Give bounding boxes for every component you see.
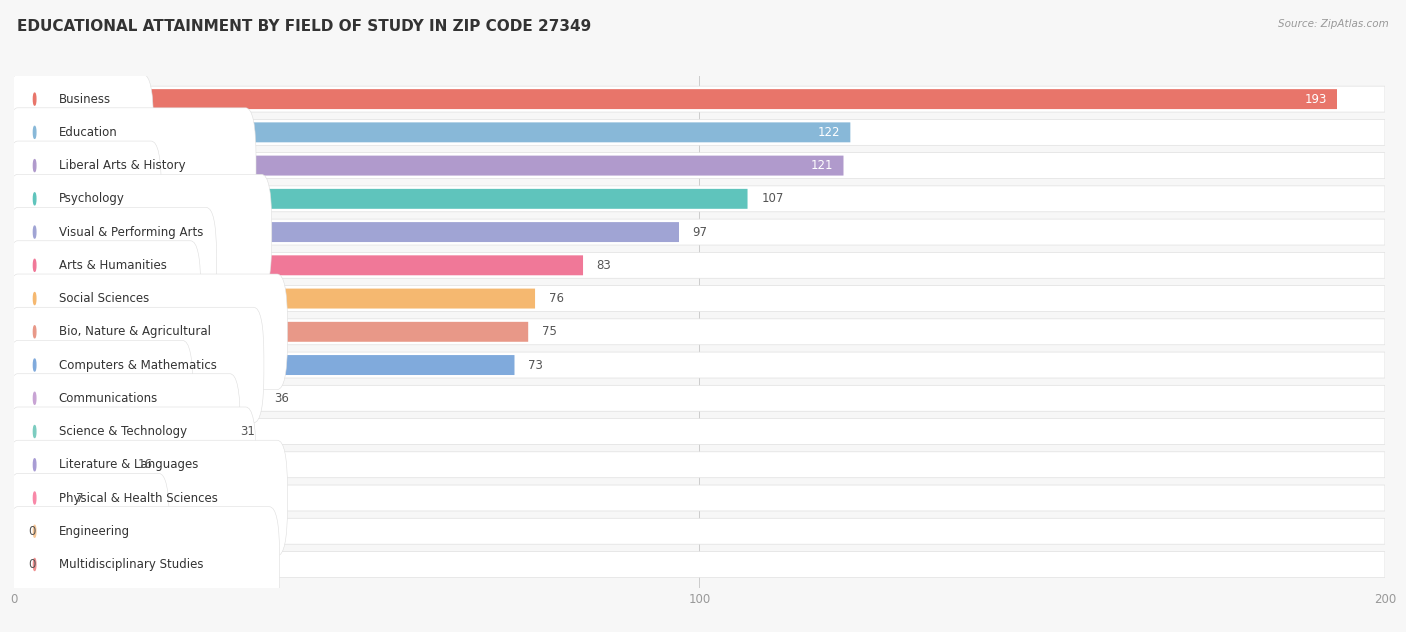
FancyBboxPatch shape (14, 152, 1385, 179)
Circle shape (34, 126, 37, 138)
FancyBboxPatch shape (7, 307, 264, 423)
Text: Visual & Performing Arts: Visual & Performing Arts (59, 226, 202, 238)
FancyBboxPatch shape (7, 441, 288, 556)
Text: 16: 16 (138, 458, 152, 471)
FancyBboxPatch shape (14, 322, 529, 342)
Text: EDUCATIONAL ATTAINMENT BY FIELD OF STUDY IN ZIP CODE 27349: EDUCATIONAL ATTAINMENT BY FIELD OF STUDY… (17, 19, 591, 34)
Circle shape (34, 525, 37, 537)
FancyBboxPatch shape (7, 207, 217, 323)
Circle shape (34, 293, 37, 305)
FancyBboxPatch shape (14, 518, 1385, 544)
FancyBboxPatch shape (14, 255, 583, 276)
Text: Social Sciences: Social Sciences (59, 292, 149, 305)
Text: 36: 36 (274, 392, 290, 404)
FancyBboxPatch shape (14, 186, 1385, 212)
FancyBboxPatch shape (7, 407, 256, 523)
Circle shape (34, 459, 37, 471)
Text: 0: 0 (28, 558, 35, 571)
Text: Physical & Health Sciences: Physical & Health Sciences (59, 492, 218, 504)
FancyBboxPatch shape (7, 374, 240, 489)
FancyBboxPatch shape (7, 141, 162, 257)
Text: Computers & Mathematics: Computers & Mathematics (59, 358, 217, 372)
FancyBboxPatch shape (14, 289, 536, 308)
Text: 76: 76 (548, 292, 564, 305)
Text: Engineering: Engineering (59, 525, 129, 538)
Text: 75: 75 (541, 325, 557, 338)
Circle shape (34, 160, 37, 172)
Circle shape (34, 325, 37, 338)
FancyBboxPatch shape (14, 388, 262, 408)
Circle shape (34, 93, 37, 105)
FancyBboxPatch shape (14, 418, 1385, 444)
FancyBboxPatch shape (7, 341, 193, 456)
Circle shape (34, 226, 37, 238)
Circle shape (34, 193, 37, 205)
Text: 31: 31 (240, 425, 254, 438)
Circle shape (34, 492, 37, 504)
FancyBboxPatch shape (14, 219, 1385, 245)
FancyBboxPatch shape (14, 89, 1337, 109)
FancyBboxPatch shape (14, 452, 1385, 478)
FancyBboxPatch shape (14, 119, 1385, 145)
Text: Science & Technology: Science & Technology (59, 425, 187, 438)
FancyBboxPatch shape (7, 473, 169, 589)
FancyBboxPatch shape (14, 189, 748, 209)
Circle shape (34, 359, 37, 371)
Text: 7: 7 (76, 492, 83, 504)
FancyBboxPatch shape (7, 274, 288, 389)
Text: 107: 107 (761, 192, 783, 205)
Text: Communications: Communications (59, 392, 157, 404)
Text: Bio, Nature & Agricultural: Bio, Nature & Agricultural (59, 325, 211, 338)
Text: Education: Education (59, 126, 117, 139)
FancyBboxPatch shape (14, 252, 1385, 278)
FancyBboxPatch shape (14, 155, 844, 176)
Text: 122: 122 (817, 126, 839, 139)
Text: 83: 83 (596, 259, 612, 272)
Text: 121: 121 (811, 159, 834, 172)
Circle shape (34, 425, 37, 437)
FancyBboxPatch shape (7, 241, 201, 356)
Text: Literature & Languages: Literature & Languages (59, 458, 198, 471)
Text: 73: 73 (529, 358, 543, 372)
FancyBboxPatch shape (14, 422, 226, 442)
FancyBboxPatch shape (14, 485, 1385, 511)
Text: Source: ZipAtlas.com: Source: ZipAtlas.com (1278, 19, 1389, 29)
Text: Liberal Arts & History: Liberal Arts & History (59, 159, 186, 172)
Text: Business: Business (59, 93, 111, 106)
FancyBboxPatch shape (14, 488, 62, 508)
Text: 193: 193 (1305, 93, 1327, 106)
FancyBboxPatch shape (14, 355, 515, 375)
FancyBboxPatch shape (14, 86, 1385, 112)
Text: 97: 97 (693, 226, 707, 238)
FancyBboxPatch shape (7, 41, 146, 157)
Text: Multidisciplinary Studies: Multidisciplinary Studies (59, 558, 202, 571)
Circle shape (34, 559, 37, 571)
Text: 0: 0 (28, 525, 35, 538)
FancyBboxPatch shape (7, 507, 280, 623)
FancyBboxPatch shape (14, 386, 1385, 411)
Circle shape (34, 259, 37, 271)
Text: Psychology: Psychology (59, 192, 125, 205)
FancyBboxPatch shape (7, 75, 153, 190)
Text: Arts & Humanities: Arts & Humanities (59, 259, 166, 272)
Circle shape (34, 392, 37, 404)
FancyBboxPatch shape (14, 455, 124, 475)
FancyBboxPatch shape (14, 552, 1385, 578)
FancyBboxPatch shape (14, 286, 1385, 312)
FancyBboxPatch shape (14, 123, 851, 142)
FancyBboxPatch shape (14, 222, 679, 242)
FancyBboxPatch shape (14, 352, 1385, 378)
FancyBboxPatch shape (7, 174, 271, 290)
FancyBboxPatch shape (14, 319, 1385, 345)
FancyBboxPatch shape (7, 108, 256, 223)
